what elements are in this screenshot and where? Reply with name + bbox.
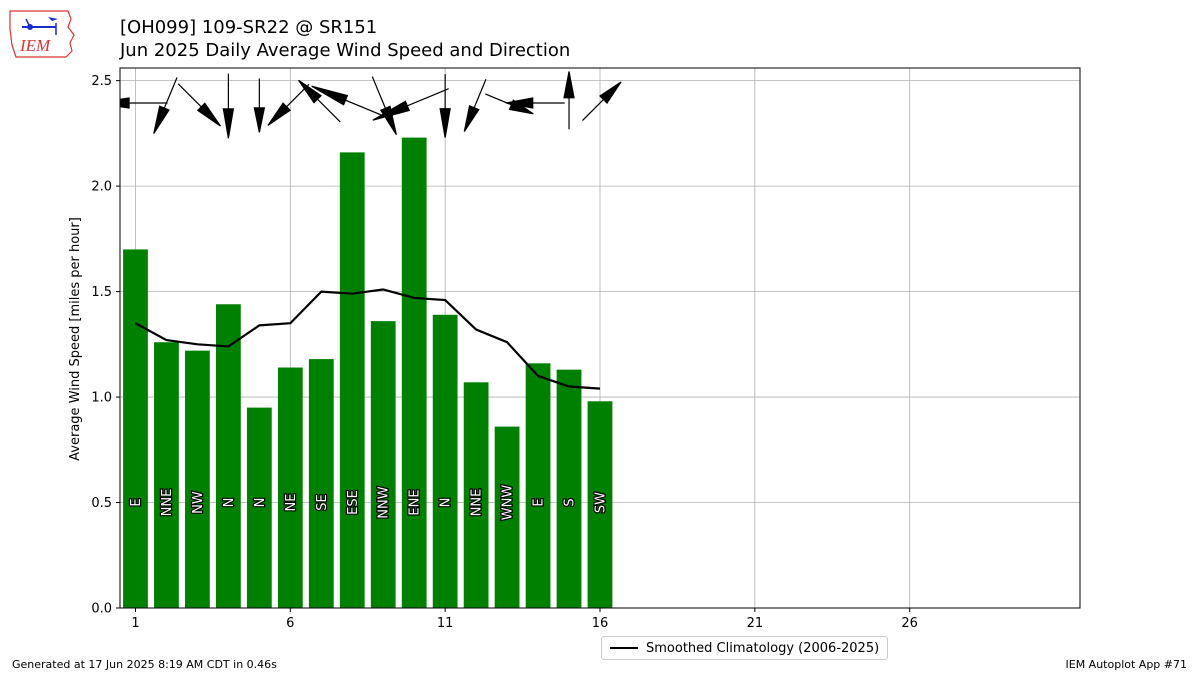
direction-label-day-12: NNE <box>470 489 485 517</box>
wind-arrows <box>120 71 622 139</box>
x-tick-label: 6 <box>286 616 294 631</box>
bar-day-15 <box>556 369 582 608</box>
wind-arrow-day-5 <box>253 78 266 133</box>
bar-day-6 <box>277 367 303 608</box>
direction-label-day-16: SW <box>594 492 609 513</box>
y-tick-label: 0.5 <box>91 496 112 511</box>
wind-arrow-day-15 <box>563 71 575 130</box>
direction-labels: E NNE NW N N NE SE ESE NNW ENE N NNE WNW E S SW <box>128 483 610 521</box>
footer-generated-text: Generated at 17 Jun 2025 8:19 AM CDT in … <box>12 658 277 671</box>
y-tick-label: 2.5 <box>91 74 112 89</box>
direction-label-day-11: N <box>439 498 454 508</box>
wind-arrow-day-11 <box>439 74 451 138</box>
legend-line-swatch <box>610 647 638 649</box>
direction-label-day-2: NNE <box>160 489 175 517</box>
y-tick-label: 2.0 <box>91 180 112 195</box>
direction-label-day-13: WNW <box>501 485 516 521</box>
bar-day-12 <box>463 382 489 608</box>
bars <box>123 137 613 608</box>
wind-arrow-day-10 <box>372 88 449 121</box>
direction-label-day-4: N <box>222 498 237 508</box>
x-tick-label: 21 <box>747 616 764 631</box>
x-tick-label: 16 <box>592 616 609 631</box>
wind-arrow-day-8 <box>311 85 387 118</box>
bar-day-8 <box>339 152 365 608</box>
direction-label-day-8: ESE <box>346 490 361 515</box>
y-tick-label: 0.0 <box>91 602 112 617</box>
bar-day-9 <box>370 321 396 608</box>
wind-arrow-day-4 <box>222 73 235 139</box>
climatology-line <box>134 288 601 390</box>
direction-label-day-15: S <box>563 498 578 506</box>
legend-label: Smoothed Climatology (2006-2025) <box>646 640 880 656</box>
logo-text: IEM <box>19 36 51 55</box>
legend: Smoothed Climatology (2006-2025) <box>601 636 889 660</box>
direction-label-day-7: SE <box>315 494 330 510</box>
iem-logo: IEM <box>8 5 80 60</box>
wind-arrow-day-14 <box>506 97 565 109</box>
climatology-polyline <box>134 288 601 390</box>
x-tick-label: 1 <box>131 616 139 631</box>
axes: 1 6 11 16 21 260.00.51.01.52.02.5 <box>91 67 1081 631</box>
bar-day-7 <box>308 359 334 608</box>
bar-day-16 <box>587 401 613 608</box>
chart-subtitle: Jun 2025 Daily Average Wind Speed and Di… <box>120 40 571 61</box>
bar-day-13 <box>494 426 520 608</box>
y-axis-label: Average Wind Speed [miles per hour] <box>68 217 83 461</box>
direction-label-day-10: ENE <box>408 489 423 515</box>
bar-day-14 <box>525 363 551 608</box>
wind-arrow-day-16 <box>582 81 622 121</box>
bar-day-2 <box>154 342 179 608</box>
bar-day-10 <box>401 137 427 608</box>
x-tick-label: 11 <box>437 616 454 631</box>
x-tick-label: 26 <box>901 616 918 631</box>
chart-header: [OH099] 109-SR22 @ SR151 Jun 2025 Daily … <box>120 16 570 62</box>
wind-arrow-day-12 <box>463 79 487 132</box>
arrow-group <box>120 71 622 139</box>
bar-day-3 <box>185 350 210 608</box>
direction-label-day-6: NE <box>284 494 299 512</box>
direction-label-day-5: N <box>253 498 268 508</box>
direction-label-day-14: E <box>532 498 547 506</box>
bar-day-5 <box>246 407 272 608</box>
wind-arrow-day-9 <box>371 76 397 136</box>
wind-arrow-day-6 <box>267 83 310 126</box>
wind-arrow-day-7 <box>298 79 341 123</box>
iowa-state-outline-icon: IEM <box>9 10 75 58</box>
direction-label-day-9: NNW <box>377 486 392 518</box>
y-tick-label: 1.5 <box>91 285 112 300</box>
y-tick-label: 1.0 <box>91 391 112 406</box>
bar-day-11 <box>432 314 458 608</box>
bar-day-4 <box>216 304 241 608</box>
page-title: [OH099] 109-SR22 @ SR151 <box>120 17 378 38</box>
wind-arrow-day-2 <box>153 77 178 134</box>
direction-label-day-3: NW <box>191 491 206 514</box>
bar-day-1 <box>123 249 148 608</box>
direction-label-day-1: E <box>129 498 144 506</box>
footer-app-text: IEM Autoplot App #71 <box>1065 658 1188 671</box>
wind-arrow-day-1 <box>120 97 168 109</box>
wind-arrow-day-3 <box>177 83 221 127</box>
